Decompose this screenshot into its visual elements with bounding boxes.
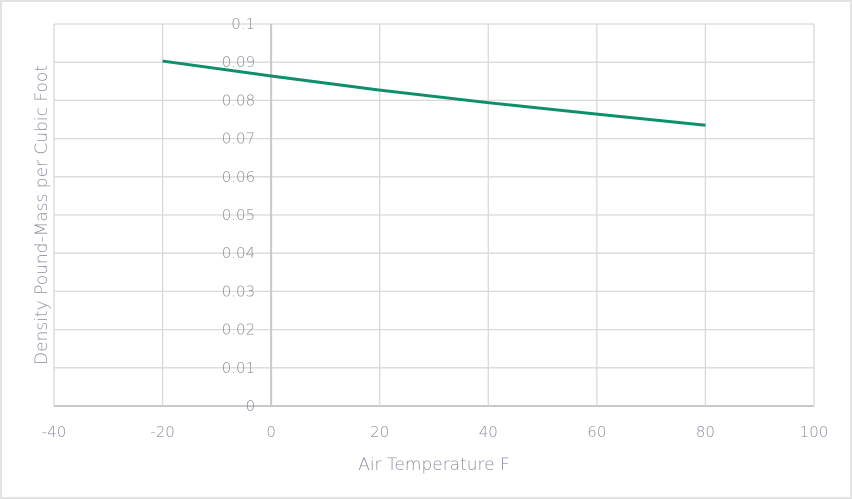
y-tick-label: 0: [246, 397, 256, 415]
x-tick-label: 60: [587, 423, 606, 441]
x-tick-label: -20: [150, 423, 175, 441]
y-tick-label: 0.09: [222, 53, 255, 71]
y-tick-label: 0.01: [222, 359, 255, 377]
x-tick-label: -40: [42, 423, 67, 441]
y-axis-ticks: 0 0.01 0.02 0.03 0.04 0.05 0.06 0.07 0.08 0.09 0.1: [222, 15, 255, 415]
data-series: [162, 59, 706, 127]
x-axis-title: Air Temperature F: [358, 455, 510, 475]
y-tick-label: 0.07: [222, 130, 255, 148]
x-tick-label: 20: [370, 423, 389, 441]
x-axis-ticks: -40 -20 0 20 40 60 80 100: [42, 423, 829, 441]
series-line: [162, 59, 706, 127]
y-tick-label: 0.05: [222, 206, 255, 224]
x-tick-label: 0: [266, 423, 276, 441]
x-tick-label: 80: [696, 423, 715, 441]
y-tick-label: 0.08: [222, 91, 255, 109]
grid-lines: [53, 23, 815, 407]
x-tick-label: 40: [479, 423, 498, 441]
y-axis-title: Density Pound-Mass per Cubic Foot: [32, 65, 52, 365]
y-tick-label: 0.03: [222, 282, 255, 300]
y-tick-label: 0.02: [222, 321, 255, 339]
y-tick-label: 0.1: [231, 15, 255, 33]
x-tick-label: 100: [800, 423, 829, 441]
y-tick-label: 0.06: [222, 168, 255, 186]
y-tick-label: 0.04: [222, 244, 255, 262]
